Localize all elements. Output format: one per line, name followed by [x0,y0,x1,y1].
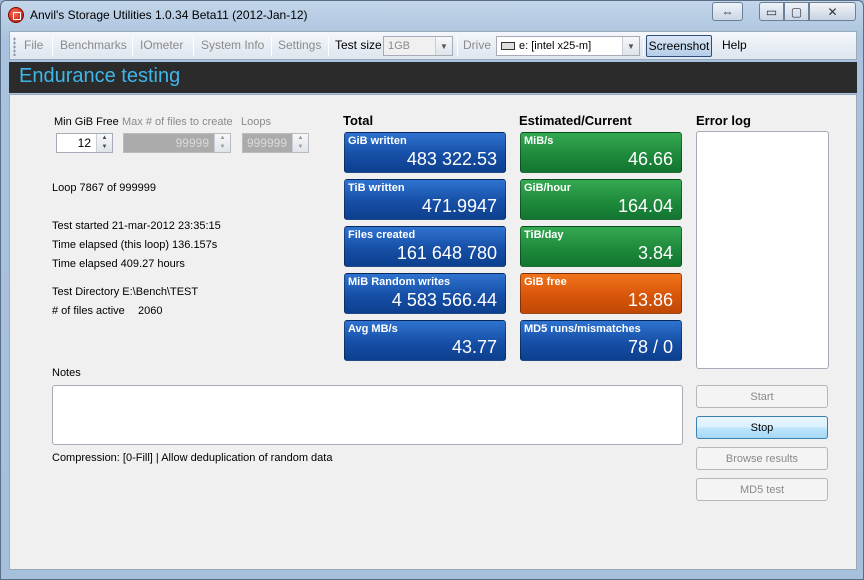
screenshot-button[interactable]: Screenshot [646,35,712,57]
resize-icon[interactable]: ⇔ [712,2,743,21]
notes-textarea[interactable] [52,385,683,445]
chevron-down-icon: ▼ [622,37,639,55]
menu-settings[interactable]: Settings [278,38,322,52]
total-title: Total [343,113,374,128]
drive-icon [501,42,515,50]
compression-info: Compression: [0-Fill] | Allow deduplicat… [52,452,333,464]
tile-value: 78 / 0 [627,337,673,357]
minimize-button[interactable]: ▭ [759,2,784,21]
tile-value: 471.9947 [421,196,497,216]
menu-benchmarks[interactable]: Benchmarks [60,38,127,52]
tile-label: Files created [348,229,416,241]
test-size-select[interactable]: 1GB ▼ [383,36,453,56]
chevron-down-icon: ▼ [435,37,452,55]
tile-avg-mbs: Avg MB/s 43.77 [344,320,506,361]
tile-value: 3.84 [637,243,673,263]
page-title: Endurance testing [19,65,181,87]
tile-value: 43.77 [451,337,497,357]
tile-label: TiB written [348,182,405,194]
notes-label: Notes [52,367,81,379]
tile-value: 4 583 566.44 [391,290,497,310]
toolbar-separator [643,36,644,56]
window-title: Anvil's Storage Utilities 1.0.34 Beta11 … [30,8,308,22]
tile-gib-hour: GiB/hour 164.04 [520,179,682,220]
app-logo-icon [8,7,24,23]
test-directory: Test Directory E:\Bench\TEST [52,286,199,298]
toolbar-grip[interactable] [13,37,16,56]
tile-tib-written: TiB written 471.9947 [344,179,506,220]
error-log-box[interactable] [696,131,829,369]
toolbar-separator [193,36,194,56]
tile-label: Avg MB/s [348,323,398,335]
browse-results-button[interactable]: Browse results [696,447,828,470]
loop-counter: Loop 7867 of 999999 [52,182,156,194]
spinner-arrows-icon[interactable]: ▲ ▼ [214,134,230,152]
tile-label: GiB free [524,276,567,288]
loops-value: 999999 [246,136,287,150]
toolbar-separator [328,36,329,56]
toolbar-separator [271,36,272,56]
tile-value: 483 322.53 [406,149,497,169]
time-elapsed-loop: Time elapsed (this loop) 136.157s [52,239,218,251]
tile-label: MiB Random writes [348,276,451,288]
stop-button[interactable]: Stop [696,416,828,439]
maximize-button[interactable]: ▢ [784,2,809,21]
toolbar-separator [132,36,133,56]
tile-label: TiB/day [524,229,564,241]
toolbar-separator [457,36,458,56]
menu-file[interactable]: File [24,38,44,52]
min-gib-free-label: Min GiB Free [54,116,119,128]
max-files-label: Max # of files to create [122,116,233,128]
estimated-title: Estimated/Current [519,113,632,128]
drive-label: Drive [463,38,492,52]
tile-value: 13.86 [627,290,673,310]
spinner-arrows-icon[interactable]: ▲ ▼ [96,134,112,152]
min-gib-free-input[interactable]: 12 ▲ ▼ [56,133,113,153]
drive-value: e: [intel x25-m] [519,40,592,52]
tile-label: GiB/hour [524,182,572,194]
time-elapsed: Time elapsed 409.27 hours [52,258,185,270]
loops-label: Loops [241,116,271,128]
close-button[interactable]: ✕ [809,2,856,21]
tile-files-created: Files created 161 648 780 [344,226,506,267]
tile-mibs: MiB/s 46.66 [520,132,682,173]
files-active-value: 2060 [138,305,163,317]
spinner-arrows-icon[interactable]: ▲ ▼ [292,134,308,152]
menu-iometer[interactable]: IOmeter [140,38,184,52]
menu-help[interactable]: Help [722,38,747,52]
start-button[interactable]: Start [696,385,828,408]
max-files-value: 99999 [175,136,209,150]
tile-value: 46.66 [627,149,673,169]
page-header: Endurance testing [9,62,857,93]
error-log-title: Error log [696,113,751,128]
menu-system-info[interactable]: System Info [201,38,265,52]
toolbar-separator [52,36,53,56]
md5-test-button[interactable]: MD5 test [696,478,828,501]
tile-value: 161 648 780 [396,243,497,263]
main-toolbar: File Benchmarks IOmeter System Info Sett… [9,31,857,60]
drive-select[interactable]: e: [intel x25-m] ▼ [496,36,640,56]
tile-value: 164.04 [617,196,673,216]
tile-label: GiB written [348,135,407,147]
tile-gib-written: GiB written 483 322.53 [344,132,506,173]
min-gib-free-value: 12 [77,136,91,150]
tile-tib-day: TiB/day 3.84 [520,226,682,267]
tile-mib-random-writes: MiB Random writes 4 583 566.44 [344,273,506,314]
loops-input[interactable]: 999999 ▲ ▼ [242,133,309,153]
tile-label: MiB/s [524,135,554,147]
test-size-label: Test size [335,38,382,52]
tile-label: MD5 runs/mismatches [524,323,641,335]
main-panel: Min GiB Free Max # of files to create Lo… [9,94,857,570]
test-started: Test started 21-mar-2012 23:35:15 [52,220,221,232]
files-active-label: # of files active [52,305,125,317]
title-bar[interactable]: Anvil's Storage Utilities 1.0.34 Beta11 … [1,1,863,29]
tile-md5-runs: MD5 runs/mismatches 78 / 0 [520,320,682,361]
test-size-value: 1GB [388,40,411,52]
max-files-input[interactable]: 99999 ▲ ▼ [123,133,231,153]
tile-gib-free: GiB free 13.86 [520,273,682,314]
